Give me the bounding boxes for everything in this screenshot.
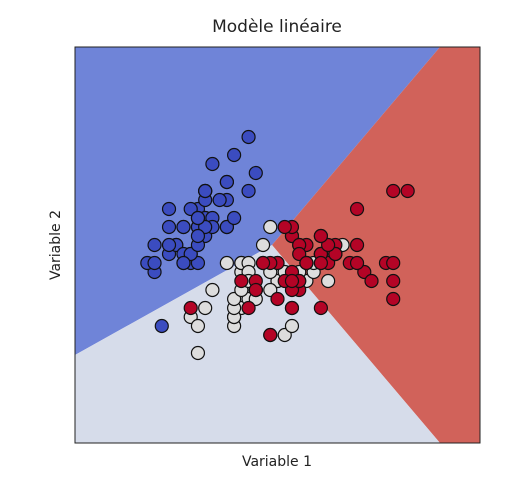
point: [313, 255, 328, 271]
points: [140, 129, 415, 361]
point: [248, 165, 263, 181]
point: [386, 273, 401, 289]
plot-frame: [74, 46, 481, 444]
point: [161, 219, 177, 235]
point: [321, 273, 336, 289]
point: [313, 228, 328, 244]
point: [255, 255, 271, 271]
point: [364, 273, 379, 289]
point: [219, 255, 234, 271]
point: [241, 300, 256, 316]
point: [313, 300, 328, 316]
point: [284, 300, 300, 316]
point: [400, 183, 415, 199]
region-blue: [75, 47, 440, 355]
region-red: [272, 47, 480, 443]
point: [270, 291, 285, 307]
point: [205, 156, 220, 172]
point: [248, 282, 263, 298]
point: [212, 192, 227, 208]
point: [190, 318, 206, 334]
point: [190, 228, 206, 244]
point: [349, 237, 365, 253]
point: [190, 345, 206, 361]
point: [198, 183, 213, 199]
point: [205, 282, 220, 298]
point: [284, 273, 300, 289]
point: [176, 255, 191, 271]
point: [219, 174, 234, 190]
point: [227, 147, 242, 163]
point: [263, 219, 278, 235]
point: [386, 291, 401, 307]
point: [263, 327, 278, 343]
point: [277, 219, 292, 235]
point: [386, 183, 401, 199]
x-axis-label: Variable 1: [242, 454, 312, 470]
point: [190, 210, 206, 226]
point: [198, 300, 213, 316]
point: [349, 255, 365, 271]
region-light: [75, 245, 440, 443]
point: [161, 237, 177, 253]
point: [147, 255, 162, 271]
point: [147, 237, 162, 253]
y-axis-label: Variable 2: [48, 210, 64, 280]
chart-title: Modèle linéaire: [212, 17, 342, 37]
point: [349, 201, 365, 217]
point: [284, 318, 300, 334]
point: [299, 255, 314, 271]
point: [227, 210, 242, 226]
point: [183, 300, 198, 316]
point: [154, 318, 169, 334]
point: [386, 255, 401, 271]
point: [176, 219, 191, 235]
point: [241, 183, 256, 199]
point: [234, 273, 249, 289]
point: [161, 201, 177, 217]
point: [241, 129, 256, 145]
point: [255, 237, 271, 253]
decision-regions: [75, 47, 480, 443]
